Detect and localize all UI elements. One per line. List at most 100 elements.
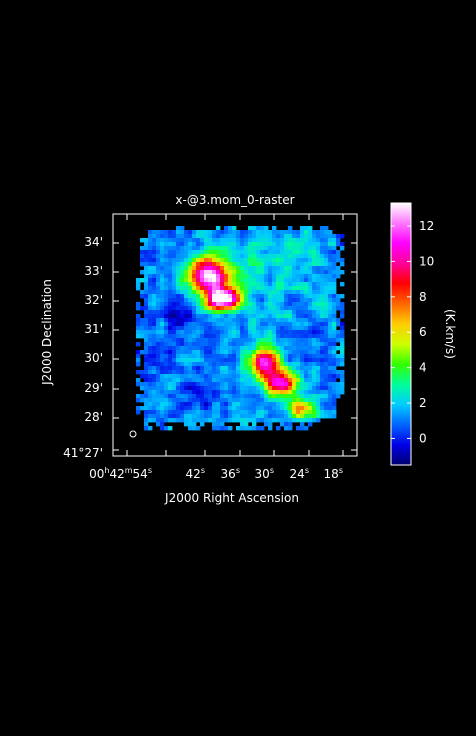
- map-pixel: [184, 338, 189, 343]
- map-pixel: [308, 322, 313, 327]
- map-pixel: [264, 334, 269, 339]
- map-pixel: [212, 326, 217, 331]
- map-pixel: [256, 418, 261, 423]
- map-pixel: [188, 318, 193, 323]
- map-pixel: [304, 382, 309, 387]
- map-pixel: [260, 390, 265, 395]
- map-pixel: [256, 390, 261, 395]
- map-pixel: [192, 234, 197, 239]
- map-pixel: [200, 394, 205, 399]
- map-pixel: [200, 374, 205, 379]
- map-pixel: [184, 418, 189, 423]
- map-pixel: [160, 422, 165, 427]
- map-pixel: [280, 290, 285, 295]
- map-pixel: [252, 294, 257, 299]
- map-pixel: [196, 414, 201, 419]
- map-pixel: [224, 334, 229, 339]
- map-pixel: [284, 338, 289, 343]
- map-pixel: [208, 234, 213, 239]
- map-pixel: [204, 354, 209, 359]
- map-pixel: [232, 226, 237, 231]
- map-pixel: [340, 282, 345, 287]
- map-pixel: [288, 414, 293, 419]
- map-pixel: [212, 370, 217, 375]
- map-pixel: [268, 426, 273, 431]
- map-pixel: [264, 410, 269, 415]
- x-tick-label-hours-unit: h: [104, 466, 109, 475]
- map-pixel: [136, 350, 141, 355]
- map-pixel: [244, 358, 249, 363]
- map-pixel: [144, 294, 149, 299]
- map-pixel: [276, 306, 281, 311]
- map-pixel: [260, 326, 265, 331]
- map-pixel: [316, 314, 321, 319]
- map-pixel: [336, 354, 341, 359]
- map-pixel: [240, 234, 245, 239]
- map-pixel: [196, 234, 201, 239]
- colorbar-tick-label: 10: [419, 254, 434, 268]
- map-pixel: [204, 286, 209, 291]
- map-pixel: [192, 346, 197, 351]
- map-pixel: [156, 338, 161, 343]
- map-pixel: [156, 402, 161, 407]
- map-pixel: [188, 386, 193, 391]
- x-axis-label: J2000 Right Ascension: [164, 491, 299, 505]
- map-pixel: [324, 254, 329, 259]
- map-pixel: [208, 330, 213, 335]
- map-pixel: [308, 294, 313, 299]
- map-pixel: [292, 398, 297, 403]
- map-pixel: [264, 338, 269, 343]
- map-pixel: [308, 246, 313, 251]
- map-pixel: [212, 414, 217, 419]
- map-pixel: [228, 238, 233, 243]
- map-pixel: [340, 294, 345, 299]
- map-pixel: [188, 270, 193, 275]
- map-pixel: [332, 246, 337, 251]
- map-pixel: [212, 334, 217, 339]
- map-pixel: [252, 230, 257, 235]
- map-pixel: [136, 382, 141, 387]
- map-pixel: [288, 234, 293, 239]
- map-pixel: [320, 226, 325, 231]
- map-pixel: [208, 306, 213, 311]
- map-pixel: [188, 358, 193, 363]
- map-pixel: [160, 402, 165, 407]
- map-pixel: [204, 234, 209, 239]
- map-pixel: [212, 402, 217, 407]
- map-pixel: [152, 294, 157, 299]
- map-pixel: [212, 342, 217, 347]
- map-pixel: [136, 314, 141, 319]
- map-pixel: [260, 306, 265, 311]
- map-pixel: [228, 226, 233, 231]
- map-pixel: [216, 410, 221, 415]
- map-pixel: [280, 278, 285, 283]
- map-pixel: [244, 394, 249, 399]
- map-pixel: [224, 338, 229, 343]
- map-pixel: [240, 326, 245, 331]
- map-pixel: [252, 290, 257, 295]
- map-pixel: [148, 390, 153, 395]
- map-pixel: [176, 322, 181, 327]
- map-pixel: [204, 262, 209, 267]
- map-pixel: [320, 382, 325, 387]
- map-pixel: [320, 350, 325, 355]
- map-pixel: [248, 334, 253, 339]
- map-pixel: [160, 254, 165, 259]
- map-pixel: [184, 310, 189, 315]
- map-pixel: [280, 366, 285, 371]
- map-pixel: [288, 418, 293, 423]
- x-tick-label: 00h42m54s: [89, 466, 152, 481]
- map-pixel: [216, 366, 221, 371]
- map-pixel: [204, 246, 209, 251]
- map-pixel: [276, 406, 281, 411]
- map-pixel: [292, 330, 297, 335]
- map-pixel: [172, 334, 177, 339]
- map-pixel: [316, 290, 321, 295]
- map-pixel: [312, 414, 317, 419]
- map-pixel: [152, 238, 157, 243]
- map-pixel: [328, 250, 333, 255]
- colorbar-tick-labels: 12 10 8 6 4 2 0: [419, 219, 434, 445]
- map-pixel: [288, 270, 293, 275]
- map-pixel: [160, 406, 165, 411]
- map-pixel: [184, 270, 189, 275]
